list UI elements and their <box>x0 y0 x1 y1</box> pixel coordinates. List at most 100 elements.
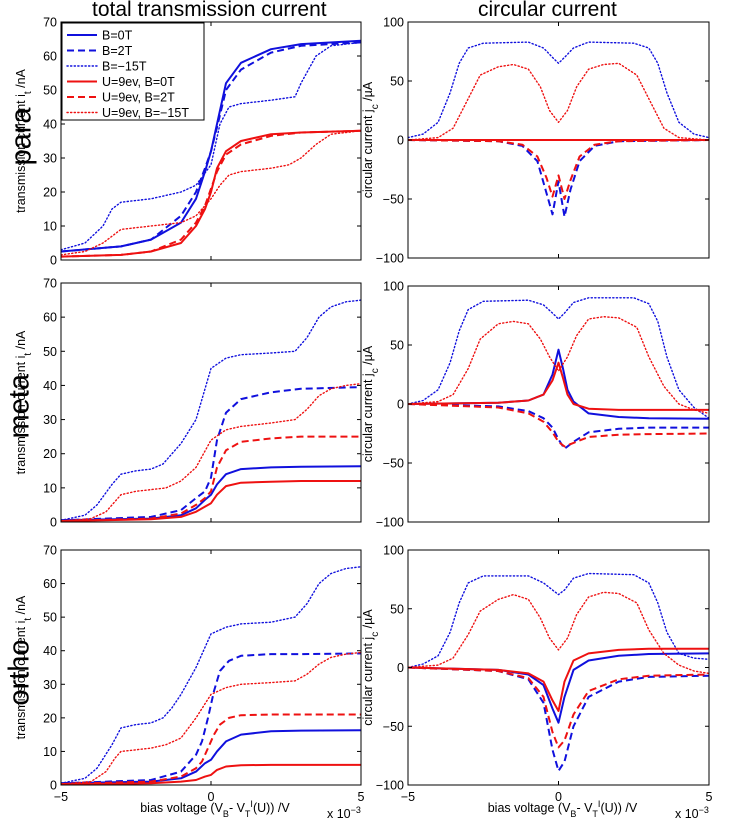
y-axis-label: transmission current it /nA <box>14 330 34 474</box>
series-group <box>61 566 361 785</box>
y-tick-label: 30 <box>43 678 57 692</box>
y-tick-label: 50 <box>390 75 404 89</box>
y-tick-label: 20 <box>43 186 57 200</box>
series-line-u-9ev-b-15t <box>408 62 709 141</box>
y-tick-label: 10 <box>43 481 57 495</box>
series-line-u-9ev-b-2t <box>408 666 709 749</box>
y-axis-label: transmission current it /nA <box>14 68 34 212</box>
y-tick-label: 60 <box>43 577 57 591</box>
series-line-u-9ev-b-0t <box>408 647 709 712</box>
series-line-b-15t <box>61 41 361 251</box>
x-tick-label: −5 <box>401 790 415 804</box>
column-title-circular: circular current <box>478 0 617 21</box>
series-group <box>408 41 709 218</box>
legend-label: B=2T <box>102 44 133 58</box>
axes-frame <box>407 549 710 786</box>
y-tick-label: 40 <box>43 644 57 658</box>
legend-label: B=0T <box>102 29 133 43</box>
panel-meta-circ: −100 −50 0 50 100 circular current jc /µA <box>361 280 710 530</box>
series-line-u-9ev-b-15t <box>408 316 709 415</box>
legend-label: U=9ev, B=0T <box>102 75 175 89</box>
y-tick-label: 100 <box>383 280 404 294</box>
y-tick-label: 40 <box>43 379 57 393</box>
series-line-b-15t <box>408 297 709 419</box>
series-group <box>61 299 361 522</box>
series-group <box>408 572 709 772</box>
axes-frame <box>60 282 362 523</box>
legend-label: U=9ev, B=2T <box>102 91 175 105</box>
legend-box <box>61 22 205 121</box>
legend-label: U=9ev, B=−15T <box>102 106 189 120</box>
y-tick-label: 100 <box>383 16 404 30</box>
y-tick-label: 20 <box>43 447 57 461</box>
series-line-u-9ev-b-2t <box>61 129 361 258</box>
y-tick-label: −100 <box>376 779 404 793</box>
x-multiplier: x 10−3 <box>327 805 361 821</box>
x-tick-label: 0 <box>555 790 562 804</box>
y-tick-label: 60 <box>43 50 57 64</box>
series-line-b-2t <box>61 386 361 522</box>
y-tick-label: −100 <box>376 252 404 266</box>
series-line-b-15t <box>61 566 361 784</box>
y-axis-label: circular current jc /µA <box>361 345 381 462</box>
y-tick-label: 30 <box>43 152 57 166</box>
series-line-u-9ev-b-15t <box>61 651 361 785</box>
y-tick-label: 0 <box>397 134 404 148</box>
series-line-u-9ev-b-15t <box>61 130 361 256</box>
y-tick-label: 50 <box>390 339 404 353</box>
y-tick-label: −100 <box>376 516 404 530</box>
series-line-b-2t <box>61 41 361 253</box>
x-multiplier: x 10−3 <box>675 805 709 821</box>
series-line-u-9ev-b-2t <box>408 139 709 200</box>
series-line-u-9ev-b-0t <box>61 763 361 785</box>
series-line-b-0t <box>61 729 361 785</box>
y-tick-label: 0 <box>50 254 57 268</box>
series-line-u-9ev-b-2t <box>61 713 361 785</box>
panel-para-circ: −100 −50 0 50 100 circular current jc /µA <box>361 16 710 266</box>
x-tick-label: 5 <box>706 790 713 804</box>
series-line-u-9ev-b-0t <box>408 361 709 411</box>
y-tick-label: 0 <box>397 661 404 675</box>
series-line-b-15t <box>408 41 709 139</box>
y-tick-label: −50 <box>383 720 404 734</box>
y-tick-label: 20 <box>43 711 57 725</box>
y-tick-label: 70 <box>43 16 57 30</box>
y-tick-label: 50 <box>43 611 57 625</box>
series-line-u-9ev-b-15t <box>408 591 709 675</box>
y-tick-label: 0 <box>50 779 57 793</box>
series-line-b-15t <box>61 299 361 521</box>
y-tick-label: 70 <box>43 277 57 291</box>
series-line-b-2t <box>61 652 361 785</box>
series-line-b-15t <box>408 572 709 669</box>
series-line-b-0t <box>61 465 361 522</box>
y-tick-label: −50 <box>383 193 404 207</box>
x-axis-label: bias voltage (VB- VTI(U)) /V <box>140 799 290 819</box>
y-axis-label: circular current jc /µA <box>361 609 381 726</box>
y-axis-label: transmission current it /nA <box>14 595 34 739</box>
y-axis-label: circular current jc /µA <box>361 81 381 198</box>
y-tick-label: 0 <box>397 398 404 412</box>
x-tick-label: 0 <box>208 790 215 804</box>
x-axis-label: bias voltage (VB- VTI(U)) /V <box>488 799 638 819</box>
series-line-b-0t <box>408 652 709 724</box>
series-line-u-9ev-b-0t <box>61 480 361 522</box>
legend-label: B=−15T <box>102 60 147 74</box>
series-line-u-9ev-b-2t <box>408 403 709 448</box>
y-tick-label: 0 <box>50 516 57 530</box>
y-tick-label: 30 <box>43 413 57 427</box>
x-tick-label: −5 <box>54 790 68 804</box>
y-tick-label: 10 <box>43 220 57 234</box>
y-tick-label: 70 <box>43 544 57 558</box>
series-group <box>408 297 709 450</box>
y-tick-label: 10 <box>43 745 57 759</box>
column-title-total: total transmission current <box>92 0 327 21</box>
y-tick-label: 60 <box>43 311 57 325</box>
y-tick-label: 50 <box>43 345 57 359</box>
y-tick-label: 50 <box>390 602 404 616</box>
series-line-u-9ev-b-2t <box>61 435 361 522</box>
panel-meta-total: 0 10 20 30 40 50 60 70 transmission current it /… <box>14 277 362 530</box>
y-tick-label: 100 <box>383 544 404 558</box>
